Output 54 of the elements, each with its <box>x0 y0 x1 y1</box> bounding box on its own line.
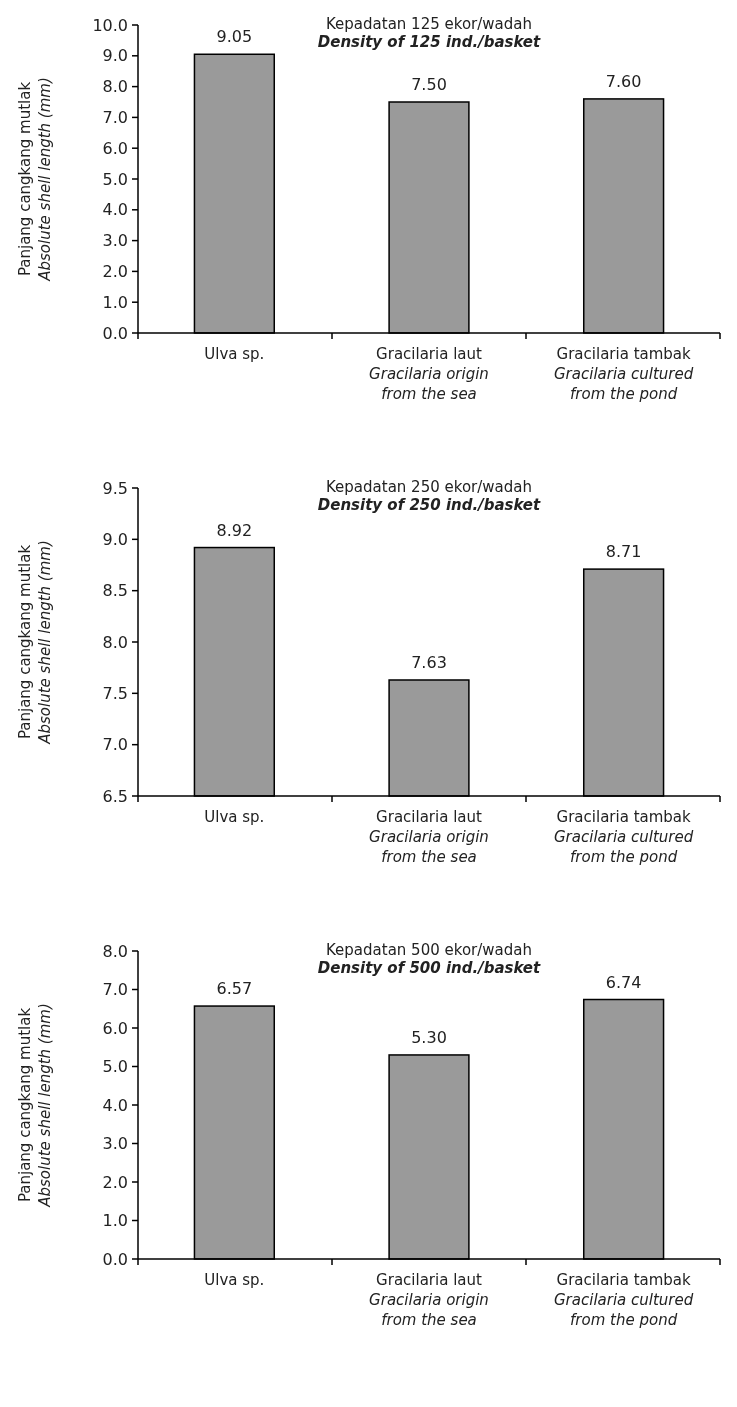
y-tick-label: 2.0 <box>102 1172 128 1192</box>
x-tick-label: Gracilaria tambak Gracilaria cultured from the pond <box>554 1271 694 1329</box>
y-tick-label: 1.0 <box>102 1211 128 1231</box>
chart-title: Kepadatan 250 ekor/wadah <box>326 478 532 496</box>
y-tick-label: 3.0 <box>102 231 128 251</box>
x-tick-label: Ulva sp. <box>204 345 265 363</box>
y-tick-label: 9.5 <box>102 478 128 498</box>
x-tick-label: Gracilaria laut Gracilaria origin from the sea <box>369 1271 489 1329</box>
y-tick-label: 6.5 <box>102 786 128 806</box>
y-tick-label: 0.0 <box>102 1249 128 1269</box>
y-tick-label: 2.0 <box>102 262 128 281</box>
data-label: 6.74 <box>605 972 642 992</box>
chart-title: Kepadatan 125 ekor/wadah <box>326 15 532 33</box>
x-tick-label: Gracilaria tambak Gracilaria cultured from the pond <box>554 808 694 866</box>
data-label: 5.30 <box>411 1027 447 1047</box>
y-tick-label: 4.0 <box>102 200 128 220</box>
y-axis-title: Panjang cangkang mutlak Absolute shell length (mm) <box>16 540 54 745</box>
y-tick-label: 8.0 <box>102 941 128 961</box>
y-tick-label: 7.0 <box>102 108 128 127</box>
y-tick-label: 5.0 <box>102 169 128 189</box>
y-tick-label: 8.0 <box>102 77 128 97</box>
x-tick-label: Gracilaria laut Gracilaria origin from the sea <box>369 808 489 866</box>
chart-title: Kepadatan 500 ekor/wadah <box>326 941 532 959</box>
y-tick-label: 9.0 <box>102 46 128 66</box>
y-axis-title: Panjang cangkang mutlak Absolute shell length (mm) <box>16 77 54 282</box>
y-tick-label: 1.0 <box>102 292 128 312</box>
text: Density of 250 ind./basket <box>317 496 542 514</box>
y-tick-label: 7.0 <box>102 980 128 1000</box>
data-label: 6.57 <box>216 979 253 999</box>
y-tick-label: 9.0 <box>102 529 128 549</box>
data-label: 7.60 <box>605 71 642 91</box>
y-tick-label: 10.0 <box>92 15 128 35</box>
y-tick-label: 7.5 <box>102 683 128 703</box>
x-tick-label: Ulva sp. <box>204 1271 265 1289</box>
y-tick-label: 8.0 <box>102 632 128 652</box>
y-tick-label: 4.0 <box>102 1095 128 1115</box>
data-label: 9.05 <box>216 27 253 47</box>
y-tick-label: 7.0 <box>102 735 128 755</box>
y-tick-label: 3.0 <box>102 1134 128 1154</box>
y-tick-label: 8.5 <box>102 581 128 601</box>
data-label: 8.92 <box>216 520 253 540</box>
y-tick-label: 6.0 <box>102 1018 128 1038</box>
text: Density of 500 ind./basket <box>317 959 542 977</box>
x-tick-label: Gracilaria tambak Gracilaria cultured from the pond <box>554 345 694 403</box>
text: Density of 125 ind./basket <box>317 33 542 51</box>
y-tick-label: 6.0 <box>102 138 128 158</box>
y-axis-title: Panjang cangkang mutlak Absolute shell length (mm) <box>16 1003 54 1208</box>
x-tick-label: Ulva sp. <box>204 808 265 826</box>
y-tick-label: 5.0 <box>102 1057 128 1077</box>
y-tick-label: 0.0 <box>102 323 128 343</box>
data-label: 7.63 <box>411 652 447 672</box>
data-label: 8.71 <box>605 542 642 562</box>
x-tick-label: Gracilaria laut Gracilaria origin from the sea <box>369 345 489 403</box>
data-label: 7.50 <box>411 75 447 94</box>
